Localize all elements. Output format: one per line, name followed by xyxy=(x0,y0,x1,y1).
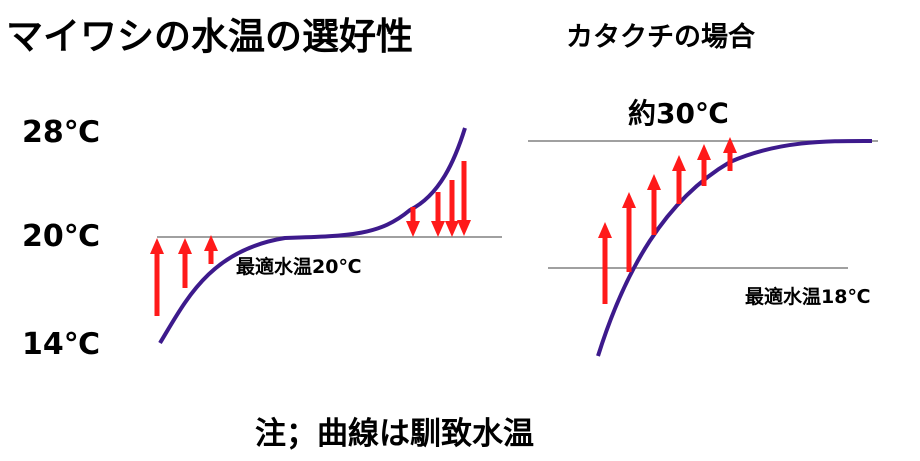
title-main: マイワシの水温の選好性 xyxy=(6,15,413,58)
right-up-arrows xyxy=(598,137,737,304)
footnote: 注；曲線は馴致水温 xyxy=(255,416,534,452)
left-optimum-label: 最適水温20℃ xyxy=(236,256,362,278)
right-optimum-label: 最適水温18℃ xyxy=(745,286,871,308)
right-curve xyxy=(596,138,873,357)
title-sub: カタクチの場合 xyxy=(566,22,755,53)
temp-label-28: 28℃ xyxy=(22,115,101,150)
temp-label-20: 20℃ xyxy=(22,219,101,254)
left-up-arrows xyxy=(150,235,218,316)
temp-label-14: 14℃ xyxy=(22,327,101,362)
right-peak-label: 約30℃ xyxy=(628,97,729,130)
left-down-arrows xyxy=(406,161,471,237)
left-curve xyxy=(158,127,467,345)
